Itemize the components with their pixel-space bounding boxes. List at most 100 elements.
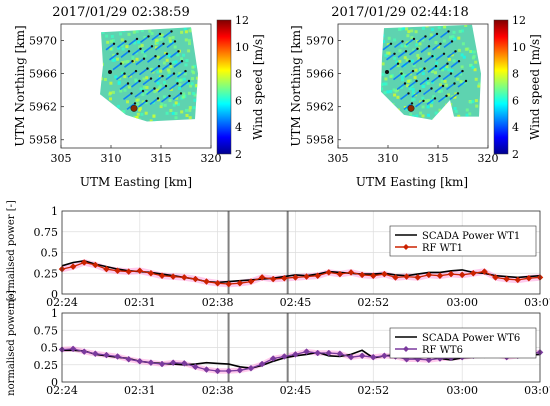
wake-streak — [161, 95, 170, 103]
wake-streak — [389, 63, 399, 71]
wake-streak — [158, 53, 168, 61]
y-tick-label: 5962 — [306, 101, 334, 114]
turbine-marker — [173, 40, 177, 43]
turbine-marker — [454, 50, 457, 53]
map-frame — [337, 23, 489, 149]
y-tick-label: 1 — [51, 307, 58, 320]
wake-streak — [124, 60, 133, 68]
wake-streak — [139, 67, 148, 76]
wake-streak — [419, 77, 429, 86]
wake-streak — [120, 50, 130, 58]
turbine-marker — [424, 35, 427, 38]
legend-label: RF WT1 — [422, 243, 463, 254]
rf-point — [381, 270, 388, 278]
x-tick-label: 02:38 — [202, 296, 234, 309]
colorbar-tick-label: 10 — [235, 41, 249, 54]
legend-label: SCADA Power WT1 — [422, 231, 520, 242]
turbine-marker — [127, 50, 131, 53]
y-tick-label: 1 — [51, 205, 58, 218]
rf-point — [269, 275, 277, 283]
wake-streak — [155, 43, 164, 51]
wake-streak — [126, 102, 136, 111]
wake-streak — [405, 38, 415, 46]
rf-point — [425, 271, 433, 279]
y-tick-label: 5970 — [306, 35, 334, 48]
turbine-marker — [165, 52, 169, 55]
turbine-marker — [170, 30, 173, 33]
colorbar-tick-label: 2 — [512, 148, 519, 161]
turbine-marker — [408, 60, 411, 63]
rf-point — [292, 274, 299, 281]
wake-streak — [397, 50, 407, 58]
turbine-marker — [453, 82, 456, 85]
colorbar-tick-label: 4 — [512, 121, 519, 134]
wind-map-panel-right: 2017/01/29 02:44:18 305 310 315 320 5958 596… — [289, 5, 542, 189]
wake-streak — [165, 72, 175, 81]
rf-point — [91, 261, 99, 269]
turbine-marker — [138, 79, 141, 83]
legend-label: SCADA Power WT6 — [422, 333, 520, 344]
wake-streak — [443, 40, 453, 49]
rf-point — [469, 269, 477, 277]
rf-point — [381, 352, 388, 360]
colorbar-tick-label: 8 — [235, 68, 242, 81]
wake-streak — [432, 43, 441, 51]
turbine-marker — [158, 32, 162, 36]
wake-streak — [146, 87, 155, 96]
turbine-marker — [177, 50, 180, 53]
turbine-marker — [434, 65, 438, 68]
rf-point — [147, 359, 155, 367]
wake-streak — [424, 55, 433, 63]
turbine-marker — [141, 89, 145, 93]
turbine-marker — [162, 42, 165, 45]
legend-marker — [403, 346, 409, 352]
x-tick-label: 03:07 — [524, 384, 550, 397]
colorbar-tick-label: 6 — [235, 94, 242, 107]
x-tick-label: 02:38 — [202, 384, 234, 397]
x-tick-label: 03:00 — [446, 384, 478, 397]
rf-point — [192, 363, 199, 371]
rf-point — [280, 353, 288, 360]
map-ylabel: UTM Northing [km] — [13, 25, 27, 146]
wake-streak — [401, 60, 410, 68]
wake-streak — [143, 45, 153, 53]
rf-point — [158, 360, 166, 368]
x-tick-label: 02:31 — [124, 296, 156, 309]
wake-streak — [454, 70, 463, 78]
rf-point — [325, 349, 333, 357]
wake-streak — [180, 80, 190, 88]
turbine-wt1-marker — [108, 69, 112, 74]
rf-point — [136, 357, 144, 365]
turbine-marker — [184, 69, 187, 73]
wake-streak — [416, 67, 425, 76]
turbine-marker — [179, 92, 183, 95]
wake-streak — [132, 48, 141, 56]
wake-streak — [431, 75, 440, 83]
turbine-wt6-marker — [130, 104, 138, 112]
wake-streak — [117, 40, 126, 49]
wake-streak — [151, 33, 161, 41]
map-title: 2017/01/29 02:44:18 — [331, 5, 468, 20]
turbine-marker — [403, 82, 407, 85]
legend-box — [389, 225, 537, 257]
colorbar-tick-label: 10 — [512, 41, 526, 54]
colorbar-tick-label: 8 — [512, 68, 519, 81]
rf-point — [114, 267, 121, 275]
rf-point — [247, 278, 255, 285]
turbine-marker — [135, 37, 139, 41]
wake-streak — [400, 92, 409, 101]
legend-marker — [403, 244, 409, 250]
rf-point — [103, 351, 110, 359]
rf-point — [369, 353, 377, 361]
rf-point — [314, 349, 322, 357]
y-tick-label: 0.25 — [34, 267, 59, 280]
turbine-marker — [146, 67, 149, 70]
colorbar-tick-label: 2 — [235, 148, 242, 161]
wake-streak — [404, 70, 414, 78]
rf-point — [280, 274, 288, 282]
power-timeseries-wt1: normalised power [-] 0 0.25 0.5 0.75 1 02:24 0… — [6, 200, 550, 309]
y-tick-label: 0.75 — [34, 226, 59, 239]
wake-streak — [169, 82, 178, 91]
turbine-marker — [411, 69, 415, 73]
